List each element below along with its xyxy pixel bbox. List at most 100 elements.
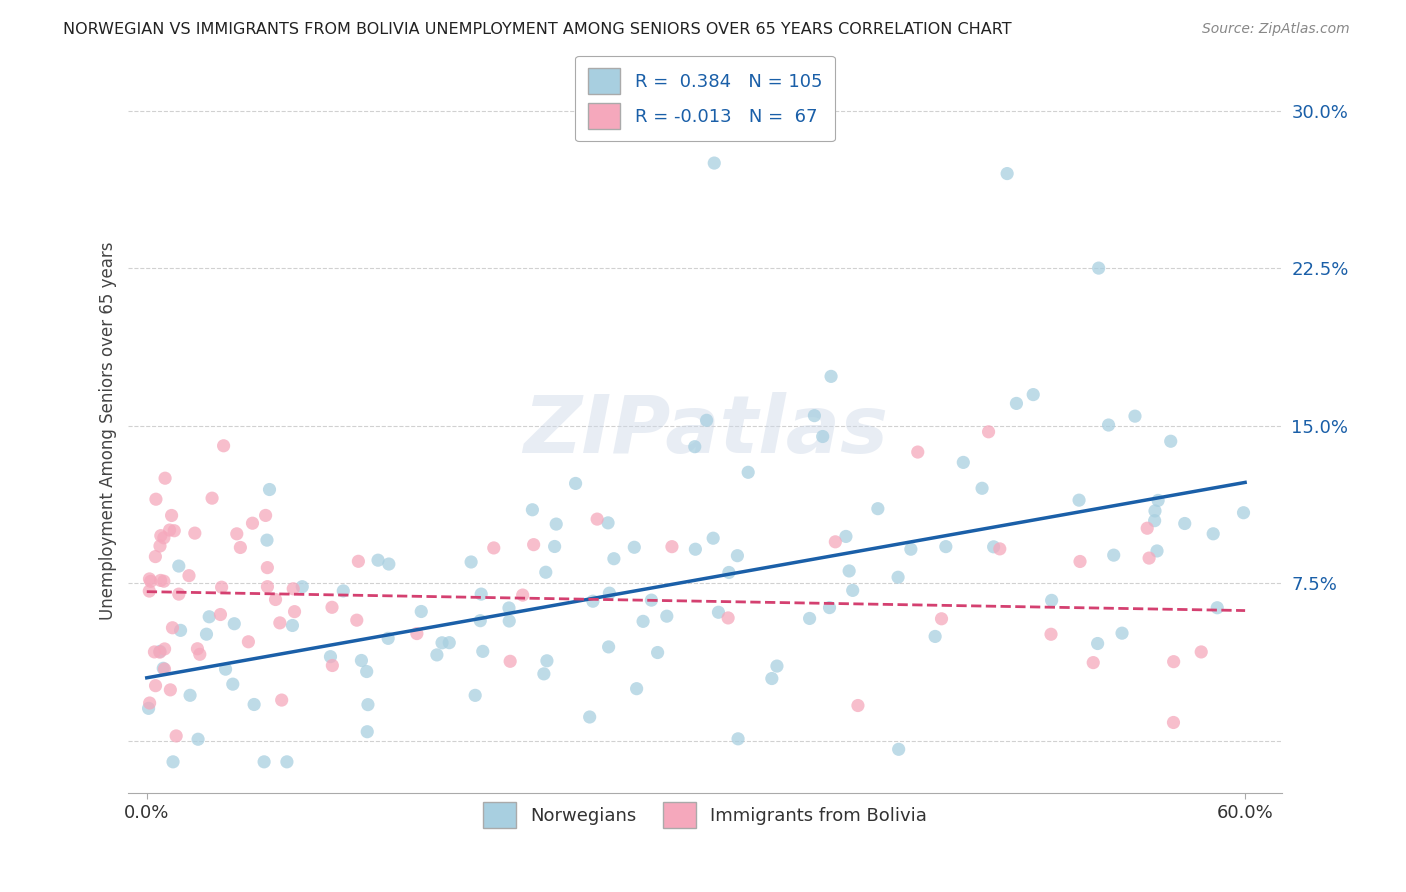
Point [546,517,568,532]
Point [655,609,678,624]
Point [160,508,183,523]
Point [1123,409,1146,424]
Point [347,554,370,568]
Point [1146,544,1168,558]
Point [631,615,654,629]
Point [471,644,494,658]
Point [578,710,600,724]
Point [149,539,172,553]
Point [153,574,176,589]
Point [1143,514,1166,528]
Point [995,167,1018,181]
Point [222,677,245,691]
Point [970,481,993,495]
Point [1137,551,1160,566]
Point [405,626,427,640]
Point [159,682,181,697]
Point [143,645,166,659]
Point [799,611,821,625]
Point [138,572,160,586]
Point [661,540,683,554]
Point [900,542,922,557]
Point [707,605,730,619]
Point [211,580,233,594]
Point [907,445,929,459]
Point [138,696,160,710]
Point [177,568,200,582]
Point [411,605,433,619]
Point [139,574,162,589]
Point [498,601,520,615]
Point [149,574,172,588]
Point [1083,656,1105,670]
Point [1022,387,1045,401]
Point [522,502,544,516]
Point [835,529,858,543]
Point [596,516,619,530]
Point [1087,261,1109,276]
Point [145,679,167,693]
Point [162,755,184,769]
Point [564,476,586,491]
Point [256,560,278,574]
Point [145,549,167,564]
Text: ZIPatlas: ZIPatlas [523,392,887,470]
Point [367,553,389,567]
Text: NORWEGIAN VS IMMIGRANTS FROM BOLIVIA UNEMPLOYMENT AMONG SENIORS OVER 65 YEARS CO: NORWEGIAN VS IMMIGRANTS FROM BOLIVIA UNE… [63,22,1012,37]
Point [163,524,186,538]
Point [281,618,304,632]
Point [818,600,841,615]
Point [225,526,247,541]
Text: Source: ZipAtlas.com: Source: ZipAtlas.com [1202,22,1350,37]
Point [603,551,626,566]
Point [931,612,953,626]
Point [357,698,380,712]
Point [149,644,172,658]
Point [169,624,191,638]
Point [1163,655,1185,669]
Point [242,516,264,531]
Y-axis label: Unemployment Among Seniors over 65 years: Unemployment Among Seniors over 65 years [100,242,117,620]
Point [259,483,281,497]
Point [254,508,277,523]
Point [319,649,342,664]
Point [346,613,368,627]
Point [983,540,1005,554]
Point [846,698,869,713]
Point [1189,645,1212,659]
Point [321,600,343,615]
Point [887,742,910,756]
Point [167,587,190,601]
Point [1067,493,1090,508]
Point [498,614,520,628]
Point [256,580,278,594]
Point [224,616,246,631]
Point [269,615,291,630]
Point [209,607,232,622]
Point [439,635,461,649]
Point [186,641,208,656]
Point [717,611,740,625]
Point [332,583,354,598]
Point [1005,396,1028,410]
Point [820,369,842,384]
Point [356,724,378,739]
Point [1202,526,1225,541]
Point [165,729,187,743]
Point [470,614,492,628]
Point [201,491,224,505]
Point [253,755,276,769]
Point [988,541,1011,556]
Point [430,636,453,650]
Point [924,629,946,643]
Point [1040,593,1063,607]
Point [1069,554,1091,568]
Point [321,658,343,673]
Point [703,156,725,170]
Point [212,439,235,453]
Point [243,698,266,712]
Point [159,523,181,537]
Point [598,640,620,654]
Point [187,732,209,747]
Point [1087,636,1109,650]
